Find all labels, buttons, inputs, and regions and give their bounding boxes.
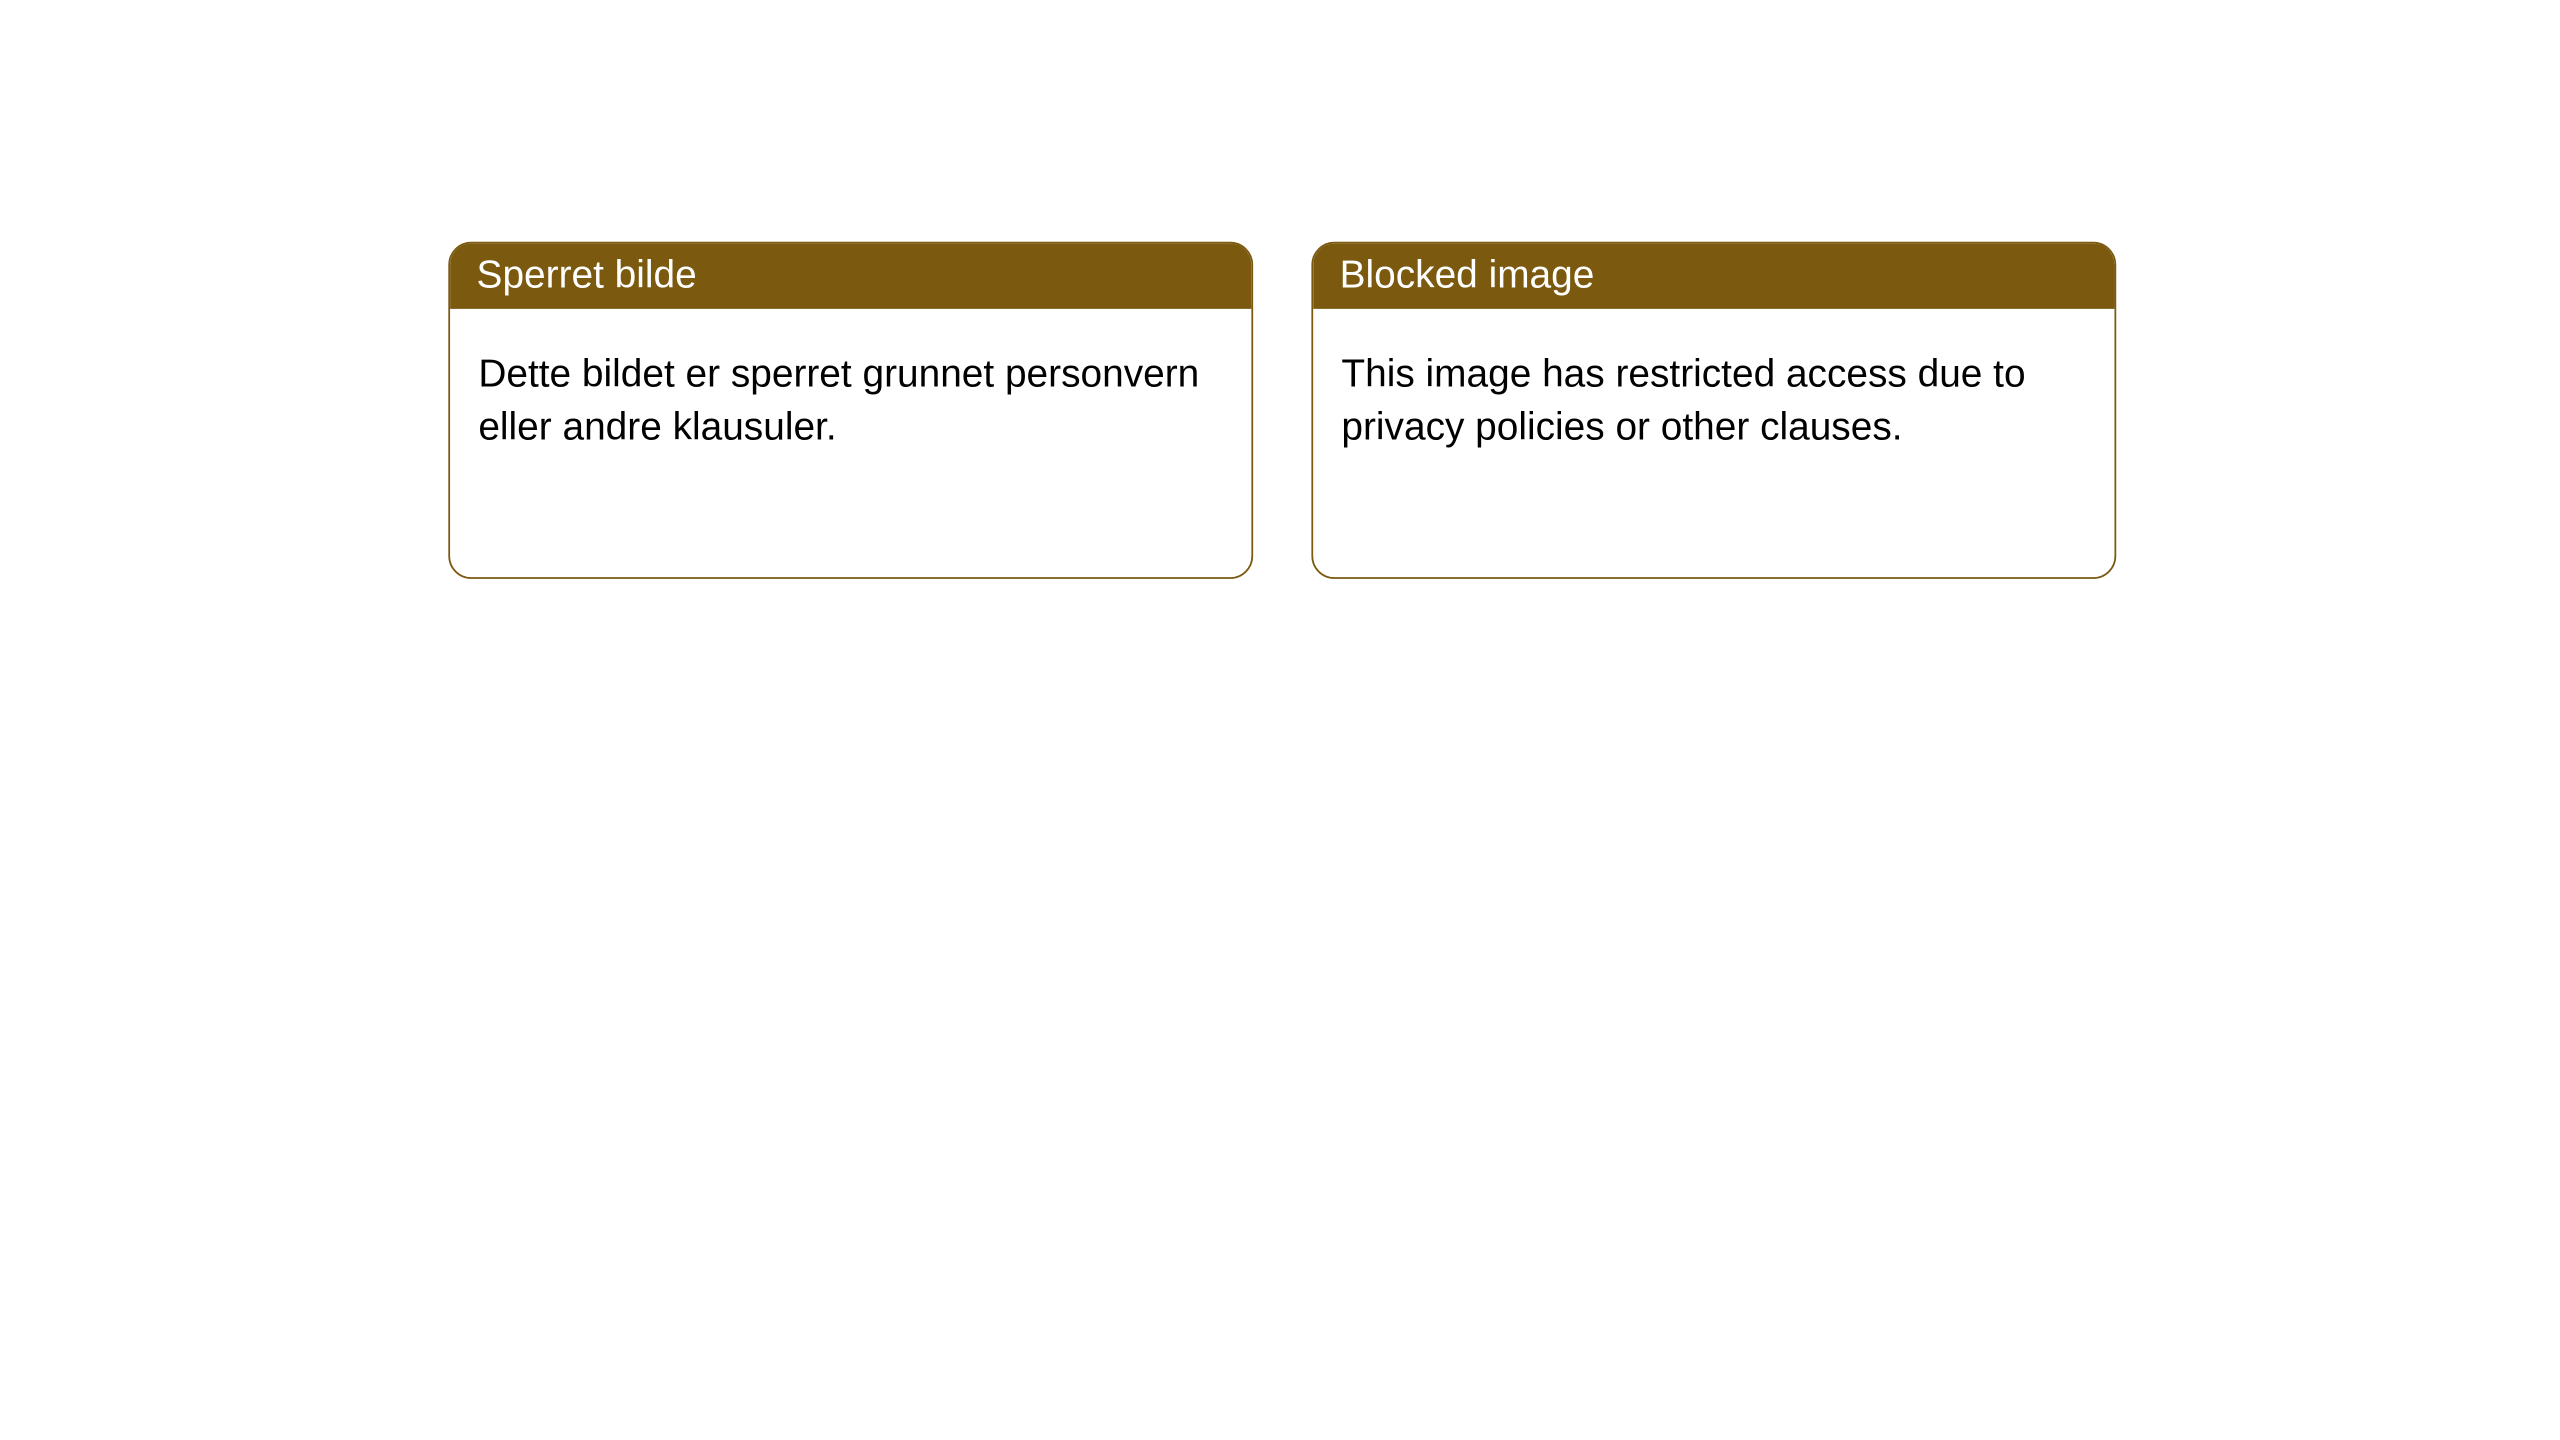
notice-card-body: This image has restricted access due to … bbox=[1313, 309, 2114, 471]
notice-card-body: Dette bildet er sperret grunnet personve… bbox=[450, 309, 1251, 471]
notice-card-title: Sperret bilde bbox=[450, 244, 1251, 310]
notice-card-english: Blocked image This image has restricted … bbox=[1311, 242, 2116, 579]
notice-card-title: Blocked image bbox=[1313, 244, 2114, 310]
page-canvas: Sperret bilde Dette bildet er sperret gr… bbox=[0, 0, 2559, 1440]
notice-cards-row: Sperret bilde Dette bildet er sperret gr… bbox=[448, 242, 2116, 579]
notice-card-norwegian: Sperret bilde Dette bildet er sperret gr… bbox=[448, 242, 1253, 579]
